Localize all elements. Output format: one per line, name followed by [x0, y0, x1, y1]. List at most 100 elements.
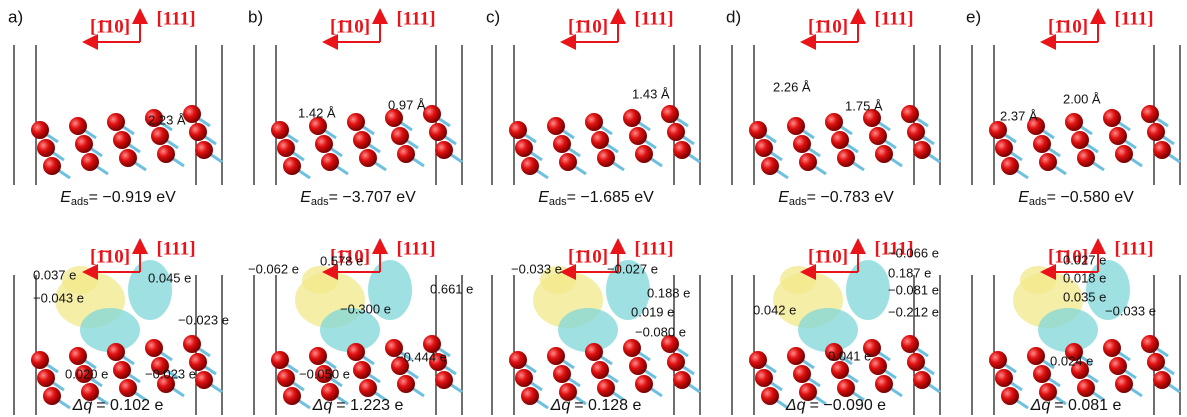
oxygen-atom	[435, 141, 453, 159]
oxygen-atom	[271, 351, 289, 369]
oxygen-atom	[585, 113, 603, 131]
oxygen-atom	[1103, 109, 1121, 127]
oxygen-atom	[1033, 365, 1051, 383]
energy-symbol: E	[60, 189, 71, 206]
oxygen-atom	[1147, 123, 1165, 141]
charge-label: 0.188 e	[647, 285, 690, 300]
oxygen-atom	[989, 121, 1007, 139]
bond-length: 2.37 Å	[1000, 108, 1038, 123]
oxygen-atom	[1153, 371, 1171, 389]
oxygen-atom	[189, 123, 207, 141]
energy: Eads= −3.707 eV	[300, 189, 416, 208]
oxygen-atom	[837, 379, 855, 397]
panel-label: d)	[726, 7, 741, 26]
oxygen-atom	[673, 371, 691, 389]
oxygen-atom	[353, 131, 371, 149]
oxygen-atom	[107, 113, 125, 131]
charge-label: 0.019 e	[631, 304, 674, 319]
direction-label: [111]	[874, 8, 913, 29]
oxygen-atom	[435, 371, 453, 389]
charge-density	[780, 266, 816, 294]
oxygen-atom	[277, 369, 295, 387]
oxygen-atom	[623, 109, 641, 127]
oxygen-atom	[119, 379, 137, 397]
charge-label: 0.045 e	[148, 270, 191, 285]
charge-value: = −0.090 e	[810, 397, 887, 414]
oxygen-atom	[989, 351, 1007, 369]
oxygen-atom	[761, 387, 779, 405]
charge-value: = 0.081 e	[1054, 397, 1121, 414]
oxygen-atom	[81, 153, 99, 171]
oxygen-atom	[521, 387, 539, 405]
oxygen-atom	[597, 379, 615, 397]
bond-length: 0.97 Å	[388, 97, 426, 112]
figure: [1̄10][111][1̄10][111]a)2.23 Å0.037 e0.0…	[0, 0, 1187, 417]
direction-label: [111]	[634, 8, 673, 29]
charge-label: −0.033 e	[511, 261, 562, 276]
oxygen-atom	[547, 347, 565, 365]
oxygen-atom	[1077, 149, 1095, 167]
direction-label: [111]	[1114, 238, 1153, 259]
oxygen-atom	[397, 375, 415, 393]
charge-label: −0.300 e	[340, 301, 391, 316]
charge-label: −0.080 e	[635, 324, 686, 339]
oxygen-atom	[787, 347, 805, 365]
direction-label: [1̄10]	[808, 246, 848, 267]
oxygen-atom	[635, 375, 653, 393]
energy-subscript: ads	[71, 196, 89, 208]
direction-label: [111]	[396, 238, 435, 259]
oxygen-atom	[793, 135, 811, 153]
oxygen-atom	[591, 131, 609, 149]
oxygen-atom	[1033, 135, 1051, 153]
oxygen-atom	[283, 387, 301, 405]
oxygen-atom	[195, 141, 213, 159]
oxygen-atom	[869, 127, 887, 145]
oxygen-atom	[1071, 131, 1089, 149]
oxygen-atom	[69, 347, 87, 365]
oxygen-atom	[1103, 339, 1121, 357]
charge-label: −0.066 e	[888, 245, 939, 260]
oxygen-atom	[585, 343, 603, 361]
oxygen-atom	[113, 131, 131, 149]
oxygen-atom	[1153, 141, 1171, 159]
energy-symbol: E	[778, 189, 789, 206]
oxygen-atom	[391, 127, 409, 145]
oxygen-atom	[509, 121, 527, 139]
oxygen-atom	[1039, 153, 1057, 171]
oxygen-atom	[515, 369, 533, 387]
oxygen-atom	[635, 145, 653, 163]
oxygen-atom	[43, 387, 61, 405]
oxygen-atom	[423, 105, 441, 123]
energy: Eads= −1.685 eV	[538, 189, 654, 208]
bond-length: 2.23 Å	[148, 112, 186, 127]
oxygen-atom	[629, 127, 647, 145]
bond-length: 1.43 Å	[632, 86, 670, 101]
direction-label: [111]	[156, 238, 195, 259]
oxygen-atom	[553, 365, 571, 383]
oxygen-atom	[1147, 353, 1165, 371]
charge-value: = 1.223 e	[336, 397, 403, 414]
oxygen-atom	[1109, 357, 1127, 375]
oxygen-atom	[145, 339, 163, 357]
oxygen-atom	[553, 135, 571, 153]
oxygen-atom	[1001, 387, 1019, 405]
oxygen-atom	[547, 117, 565, 135]
oxygen-atom	[75, 135, 93, 153]
energy-value: = −0.919 eV	[89, 189, 177, 206]
oxygen-atom	[667, 123, 685, 141]
oxygen-atom	[901, 105, 919, 123]
charge-value: = 0.128 e	[574, 397, 641, 414]
oxygen-atom	[1115, 145, 1133, 163]
oxygen-atom	[309, 347, 327, 365]
oxygen-atom	[755, 369, 773, 387]
oxygen-atom	[107, 343, 125, 361]
charge-label: −0.043 e	[33, 290, 84, 305]
oxygen-atom	[875, 145, 893, 163]
energy-value: = −0.580 eV	[1047, 189, 1135, 206]
charge-density	[1020, 266, 1056, 294]
charge-label: −0.050 e	[299, 366, 350, 381]
oxygen-atom	[347, 343, 365, 361]
charge-transfer: Δq= 0.081 e	[1030, 397, 1122, 414]
energy: Eads= −0.580 eV	[1018, 189, 1134, 208]
oxygen-atom	[359, 149, 377, 167]
